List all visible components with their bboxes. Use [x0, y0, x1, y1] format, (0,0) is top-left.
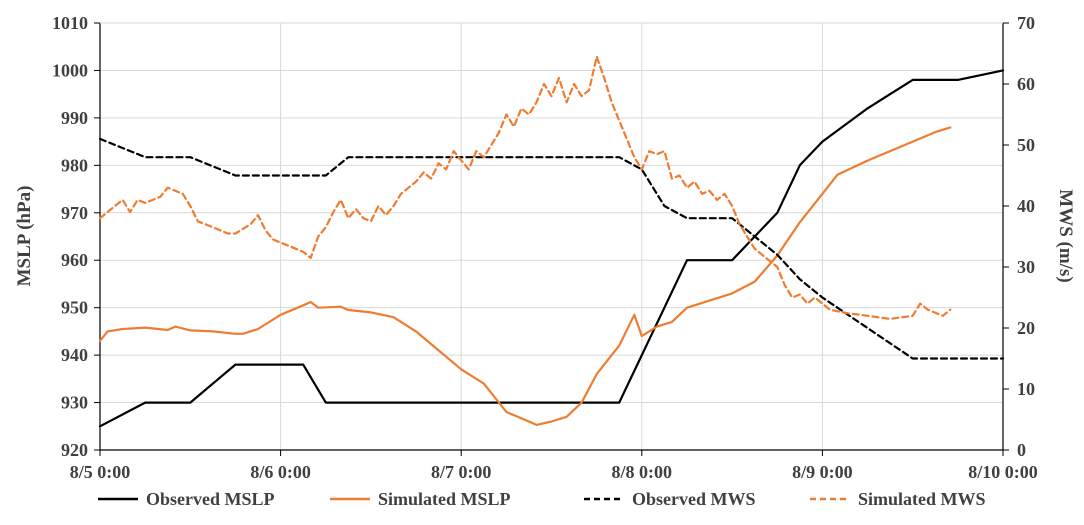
y-right-tick-label: 60: [1017, 74, 1035, 94]
x-tick-label: 8/9 0:00: [792, 462, 853, 482]
x-axis-ticks: 8/5 0:00 8/6 0:00 8/7 0:00 8/8 0:00 8/9 0:00…: [70, 450, 1038, 482]
y-left-tick-label: 950: [61, 298, 88, 318]
y-left-tick-label: 980: [61, 155, 88, 175]
y-right-tick-label: 70: [1017, 13, 1035, 33]
x-tick-label: 8/8 0:00: [612, 462, 673, 482]
x-tick-label: 8/5 0:00: [70, 462, 131, 482]
x-tick-label: 8/7 0:00: [431, 462, 492, 482]
legend-label-observed-mws: Observed MWS: [632, 489, 756, 509]
y-left-tick-label: 990: [61, 108, 88, 128]
legend: Observed MSLP Simulated MSLP Observed MWS S…: [98, 489, 986, 509]
y-right-tick-label: 10: [1017, 379, 1035, 399]
y-left-tick-label: 970: [61, 203, 88, 223]
y-right-tick-label: 20: [1017, 318, 1035, 338]
legend-label-observed-mslp: Observed MSLP: [146, 489, 275, 509]
legend-label-simulated-mws: Simulated MWS: [858, 489, 986, 509]
y-left-tick-label: 930: [61, 393, 88, 413]
series-line-observed-mslp: [98, 69, 1005, 428]
y-left-tick-label: 1010: [52, 13, 88, 33]
legend-label-simulated-mslp: Simulated MSLP: [378, 489, 511, 509]
y-left-axis-title: MSLP (hPa): [14, 186, 35, 287]
series-line-observed-mws: [98, 137, 1005, 360]
y-right-axis-title: MWS (m/s): [1055, 189, 1076, 282]
y-right-axis-ticks: 0 10 20 30 40 50 60 70: [1003, 13, 1035, 460]
y-right-tick-label: 0: [1017, 440, 1026, 460]
y-left-tick-label: 1000: [52, 60, 88, 80]
plot-area-border: [99, 22, 1004, 451]
y-right-tick-label: 30: [1017, 257, 1035, 277]
y-right-tick-label: 40: [1017, 196, 1035, 216]
series-line-simulated-mslp: [98, 126, 952, 426]
series-layer: [98, 55, 1005, 428]
grid-lines: [99, 22, 1004, 451]
x-tick-label: 8/6 0:00: [250, 462, 311, 482]
y-left-tick-label: 920: [61, 440, 88, 460]
y-left-axis-ticks: 920 930 940 950 960 970 980 990 1000 1010: [52, 13, 100, 460]
series-line-simulated-mws: [98, 55, 952, 320]
y-left-tick-label: 960: [61, 250, 88, 270]
x-tick-label: 8/10 0:00: [968, 462, 1038, 482]
y-right-tick-label: 50: [1017, 135, 1035, 155]
y-left-tick-label: 940: [61, 345, 88, 365]
